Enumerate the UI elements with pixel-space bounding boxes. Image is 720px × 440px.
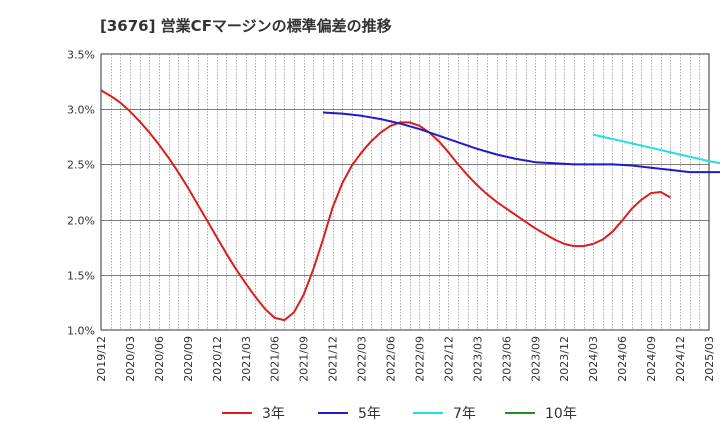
x-tick-label: 2023/09 xyxy=(529,336,542,382)
x-axis-tick-labels: 2019/12 2020/03 2020/06 2020/09 2020/12 2021/… xyxy=(95,336,716,382)
x-tick-label: 2020/09 xyxy=(182,336,195,382)
y-tick-label: 3.5% xyxy=(67,49,95,62)
legend-label: 7年 xyxy=(453,406,476,422)
x-tick-label: 2021/09 xyxy=(298,336,311,382)
y-tick-label: 2.5% xyxy=(67,159,95,172)
x-tick-label: 2023/06 xyxy=(500,336,513,382)
x-tick-label: 2021/12 xyxy=(327,336,340,382)
x-tick-label: 2024/09 xyxy=(645,336,658,382)
x-tick-label: 2021/06 xyxy=(269,336,282,382)
x-tick-label: 2020/06 xyxy=(153,336,166,382)
x-tick-label: 2023/12 xyxy=(558,336,571,382)
chart-title: [3676] 営業CFマージンの標準偏差の推移 xyxy=(100,17,392,35)
series-line xyxy=(100,89,671,322)
series-line xyxy=(592,133,720,165)
y-tick-label: 1.0% xyxy=(67,325,95,338)
x-tick-label: 2022/12 xyxy=(442,336,455,382)
legend-label: 3年 xyxy=(262,406,285,422)
x-tick-label: 2024/06 xyxy=(616,336,629,382)
y-tick-label: 2.0% xyxy=(67,215,95,228)
y-axis-tick-labels: 1.0% 1.5% 2.0% 2.5% 3.0% 3.5% xyxy=(67,49,95,338)
plot-frame xyxy=(100,53,710,331)
series-lines xyxy=(100,89,720,322)
legend-label: 10年 xyxy=(545,406,577,422)
horizontal-gridlines xyxy=(101,109,709,276)
vertical-gridlines xyxy=(111,54,700,330)
x-tick-label: 2025/03 xyxy=(703,336,716,382)
plot-background xyxy=(100,53,710,331)
x-tick-label: 2020/12 xyxy=(211,336,224,382)
y-tick-label: 1.5% xyxy=(67,270,95,283)
y-tick-label: 3.0% xyxy=(67,104,95,117)
x-tick-label: 2019/12 xyxy=(95,336,108,382)
x-tick-label: 2020/03 xyxy=(124,336,137,382)
legend-label: 5年 xyxy=(358,406,381,422)
x-tick-label: 2023/03 xyxy=(471,336,484,382)
series-line xyxy=(322,111,720,174)
x-tick-label: 2022/09 xyxy=(413,336,426,382)
legend: 3年 5年 7年 10年 xyxy=(222,406,577,422)
x-tick-label: 2022/03 xyxy=(356,336,369,382)
x-tick-label: 2022/06 xyxy=(385,336,398,382)
x-tick-label: 2024/12 xyxy=(674,336,687,382)
x-tick-label: 2021/03 xyxy=(240,336,253,382)
x-tick-label: 2024/03 xyxy=(587,336,600,382)
